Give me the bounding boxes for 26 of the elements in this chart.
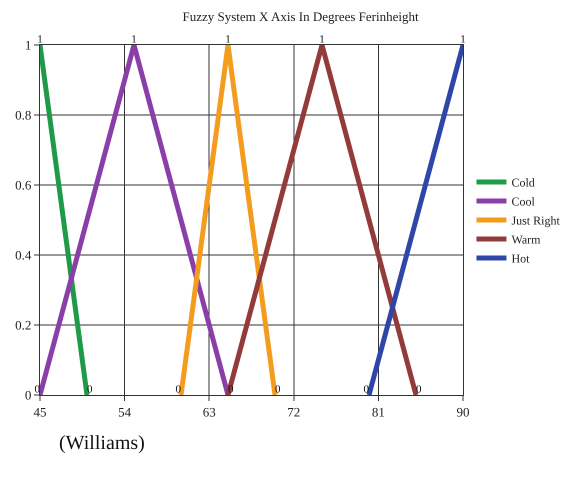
data-label: 0 xyxy=(416,383,422,396)
x-tick-label: 72 xyxy=(287,404,300,420)
data-label: 1 xyxy=(225,33,231,46)
data-label: 0 xyxy=(364,383,370,396)
legend-label: Hot xyxy=(511,252,530,266)
data-label: 1 xyxy=(131,33,137,46)
x-tick-label: 45 xyxy=(34,404,46,420)
x-tick-label: 54 xyxy=(118,404,132,420)
y-tick-label: 0.6 xyxy=(15,178,32,193)
y-tick-label: 0.8 xyxy=(15,108,32,123)
legend-label: Cold xyxy=(511,176,535,190)
data-label: 1 xyxy=(37,33,43,46)
legend-label: Cool xyxy=(511,194,536,209)
x-tick-label: 63 xyxy=(202,404,216,420)
data-label: 1 xyxy=(460,33,466,46)
x-tick-label: 81 xyxy=(372,404,385,420)
y-tick-label: 0 xyxy=(24,388,32,403)
legend-label: Warm xyxy=(511,232,542,247)
y-tick-label: 0.4 xyxy=(15,248,32,263)
y-tick-label: 0.2 xyxy=(15,318,32,333)
legend-label: Just Right xyxy=(511,214,560,228)
x-tick-label: 90 xyxy=(456,404,470,420)
y-tick-label: 1 xyxy=(24,38,32,53)
data-label: 1 xyxy=(319,33,325,46)
text: (Williams) xyxy=(59,432,145,454)
chart-title: Fuzzy System X Axis In Degrees Ferinheight xyxy=(182,9,420,24)
